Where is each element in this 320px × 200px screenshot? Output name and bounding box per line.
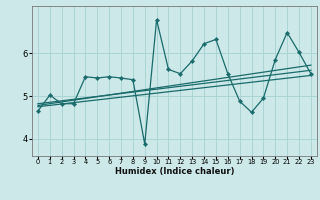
X-axis label: Humidex (Indice chaleur): Humidex (Indice chaleur) [115,167,234,176]
